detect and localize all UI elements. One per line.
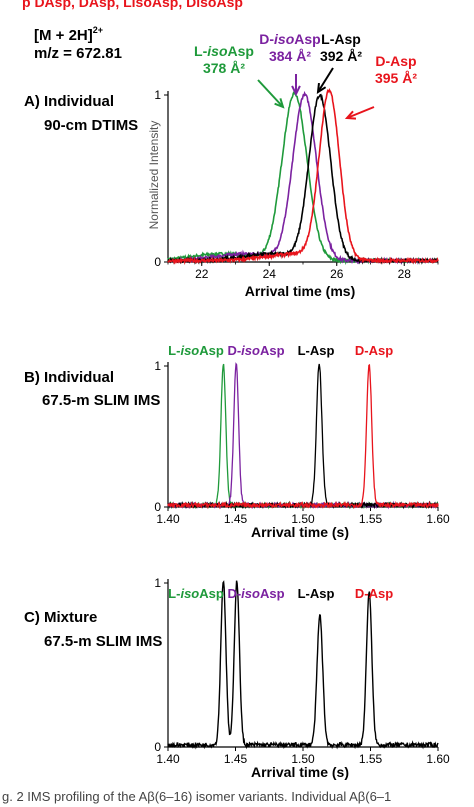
annotation-arrowhead [274,98,285,109]
panel-b-label-line1: B) Individual [24,369,114,386]
ion-formula: [M + 2H] [34,27,93,44]
annotation-arrow [346,106,375,119]
peak-annotation-ccs: 392 Å² [320,48,362,64]
x-tick-label: 1.50 [291,512,315,526]
panel-c: C) Mixture 67.5-m SLIM IMS 1.40 1.45 1.50 1… [24,576,450,780]
panel-b-label-line2: 67.5-m SLIM IMS [42,392,160,409]
series-legend-label: D-Asp [355,343,393,358]
series-legend-label: D-Asp [355,586,393,601]
series-line-l-isoasp [167,89,439,266]
annotation-arrowhead [344,110,357,120]
series-legend-label: D-isoAsp [227,343,284,358]
series-line-d-isoasp [167,362,439,510]
series-legend-label: L-isoAsp [168,586,224,601]
panel-a-ylabel: Normalized Intensity [147,121,161,230]
y-tick-label: 1 [154,359,161,373]
series-line-d-isoasp [167,90,439,266]
series-line-l-isoasp [167,363,439,510]
x-tick-label: 26 [330,267,344,281]
mz-label: m/z = 672.81 [34,45,122,62]
panel-a-xlabel: Arrival time (ms) [245,283,355,299]
x-tick-label: 1.40 [156,512,180,526]
y-tick-label: 1 [154,88,161,102]
series-line-mixture [167,580,439,750]
panel-c-xlabel: Arrival time (s) [251,764,349,780]
y-tick-label: 1 [154,576,161,590]
y-tick-label: 0 [154,740,161,754]
panel-b-xlabel: Arrival time (s) [251,524,349,540]
peak-annotation-name: D-isoAsp [259,31,320,47]
panel-a: A) Individual 90-cm DTIMS Normalized Int… [24,31,439,299]
x-tick-label: 28 [398,267,412,281]
peak-annotation-ccs: 378 Å² [203,60,245,76]
series-legend-label: L-Asp [298,586,335,601]
panel-c-plot: 1.40 1.45 1.50 1.55 1.60 0 1 L-isoAsp D-isoAsp L-… [154,576,450,766]
x-tick-label: 1.50 [291,752,315,766]
series-legend-label: L-Asp [298,343,335,358]
x-tick-label: 1.55 [359,512,383,526]
series-line-l-asp [167,363,439,510]
x-tick-label: 1.45 [224,512,248,526]
x-tick-label: 22 [195,267,209,281]
x-tick-label: 24 [263,267,277,281]
panel-b: B) Individual 67.5-m SLIM IMS 1.40 1.45 1.… [24,343,450,540]
x-tick-label: 1.60 [426,512,450,526]
series-line-d-asp [167,87,439,266]
y-tick-label: 0 [154,500,161,514]
ion-label: [M + 2H]2+ [34,25,103,44]
figure-caption: g. 2 IMS profiling of the Aβ(6–16) isome… [2,789,391,804]
series-legend-label: L-isoAsp [168,343,224,358]
series-line-l-asp [167,93,439,266]
x-tick-label: 1.45 [224,752,248,766]
series-legend-label: D-isoAsp [227,586,284,601]
series-line-d-asp [167,363,439,510]
peak-annotation-name: L-Asp [321,31,361,47]
peak-annotation-ccs: 384 Å² [269,48,311,64]
annotation-arrowhead [291,85,301,97]
peak-annotation-name: L-isoAsp [194,43,254,59]
top-strip-text: p DAsp, DAsp, LisoAsp, DisoAsp [22,0,243,10]
annotation-arrowhead [316,82,327,94]
y-tick-label: 0 [154,255,161,269]
annotation-arrow [317,67,334,93]
panel-a-label-line1: A) Individual [24,93,114,110]
annotation-arrow [257,79,284,108]
x-tick-label: 1.60 [426,752,450,766]
ion-charge: 2+ [93,25,103,35]
x-tick-label: 1.40 [156,752,180,766]
panel-b-plot: 1.40 1.45 1.50 1.55 1.60 0 1 L-isoAsp D-isoAsp L-… [154,343,450,526]
x-tick-label: 1.55 [359,752,383,766]
panel-c-label-line2: 67.5-m SLIM IMS [44,633,162,650]
panel-c-label-line1: C) Mixture [24,609,97,626]
peak-annotation-name: D-Asp [375,53,416,69]
panel-a-label-line2: 90-cm DTIMS [44,117,138,134]
peak-annotation-ccs: 395 Å² [375,70,417,86]
